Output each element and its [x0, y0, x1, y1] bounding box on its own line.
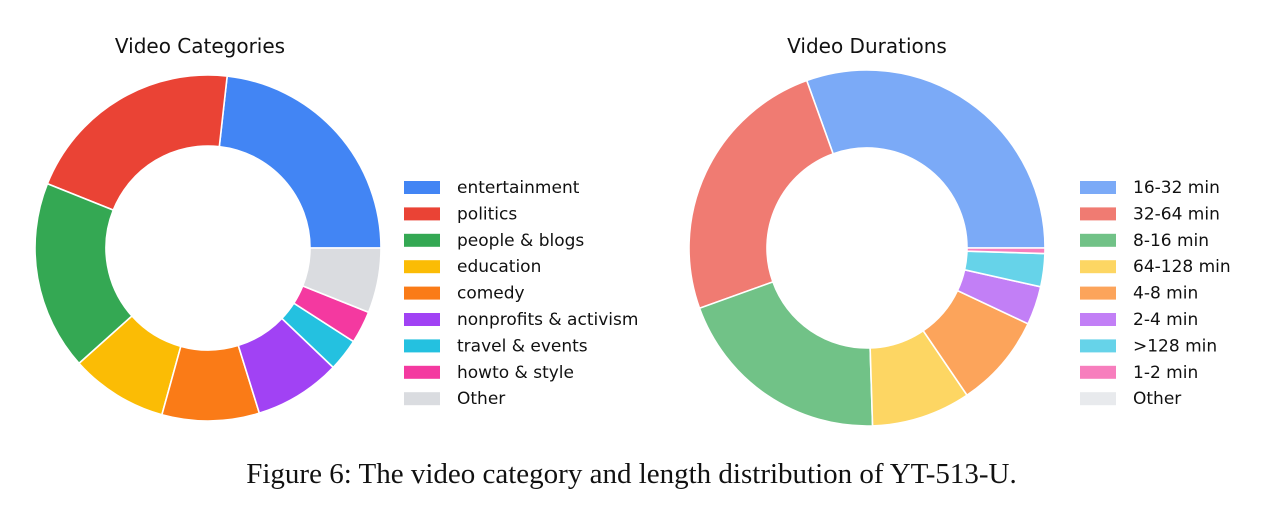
- legend-label-2-4-min: 2-4 min: [1133, 310, 1198, 330]
- legend-label-64-128-min: 64-128 min: [1133, 257, 1231, 277]
- legend-label-politics: politics: [457, 204, 517, 224]
- legend-durations: 16-32 min 32-64 min 8-16 min 64-128 min 4-8 …: [1080, 178, 1231, 409]
- chart-categories: Video Categories entertainment politics pe…: [34, 34, 638, 422]
- figure-canvas: Video Categories entertainment politics pe…: [34, 34, 1231, 427]
- legend-swatch-8-16-min: [1080, 233, 1116, 247]
- legend-label-1-2-min: 1-2 min: [1133, 363, 1198, 383]
- legend-swatch-comedy: [404, 286, 440, 300]
- legend-label-nonprofits-activism: nonprofits & activism: [457, 310, 638, 330]
- legend-swatch-education: [404, 260, 440, 274]
- legend-label-4-8-min: 4-8 min: [1133, 284, 1198, 304]
- legend-label-32-64-min: 32-64 min: [1133, 204, 1220, 224]
- legend-swatch-64-128-min: [1080, 260, 1116, 274]
- legend-swatch-nonprofits-activism: [404, 313, 440, 326]
- legend-label-howto-style: howto & style: [457, 363, 574, 383]
- legend-label-other: Other: [1133, 389, 1181, 409]
- legend-label-travel-events: travel & events: [457, 336, 588, 356]
- chart-title-durations: Video Durations: [787, 34, 947, 58]
- legend-label-other: Other: [457, 389, 505, 409]
- legend-swatch-politics: [404, 207, 440, 221]
- legend-swatch-128-min: [1080, 339, 1116, 353]
- legend-label-entertainment: entertainment: [457, 178, 580, 198]
- legend-swatch-4-8-min: [1080, 286, 1116, 300]
- legend-swatch-32-64-min: [1080, 207, 1116, 221]
- legend-label-education: education: [457, 257, 541, 277]
- slice-1-2-min: [966, 247, 1046, 255]
- legend-label-128-min: >128 min: [1133, 336, 1217, 356]
- legend-label-8-16-min: 8-16 min: [1133, 231, 1209, 251]
- slice-16-32-min: [805, 69, 1046, 249]
- legend-swatch-entertainment: [404, 181, 440, 194]
- slice-politics: [46, 74, 229, 212]
- donut-durations: [688, 69, 1046, 427]
- slice-other: [301, 247, 382, 314]
- legend-categories: entertainment politics people & blogs educa…: [404, 178, 638, 409]
- legend-label-16-32-min: 16-32 min: [1133, 178, 1220, 198]
- slice-32-64-min: [688, 79, 835, 310]
- legend-swatch-other: [404, 392, 440, 406]
- legend-label-comedy: comedy: [457, 284, 525, 304]
- legend-swatch-travel-events: [404, 339, 440, 353]
- legend-swatch-howto-style: [404, 365, 440, 379]
- chart-title-categories: Video Categories: [115, 34, 285, 58]
- legend-swatch-2-4-min: [1080, 313, 1116, 326]
- donut-categories: [34, 74, 382, 422]
- legend-label-people-blogs: people & blogs: [457, 231, 584, 251]
- chart-durations: Video Durations 16-32 min 32-64 min 8-16 m…: [688, 34, 1231, 427]
- legend-swatch-1-2-min: [1080, 365, 1116, 379]
- legend-swatch-other: [1080, 392, 1116, 406]
- figure-caption: Figure 6: The video category and length …: [246, 458, 1017, 490]
- legend-swatch-people-blogs: [404, 233, 440, 247]
- slice-8-16-min: [698, 280, 874, 427]
- slice-entertainment: [218, 75, 382, 249]
- legend-swatch-16-32-min: [1080, 181, 1116, 194]
